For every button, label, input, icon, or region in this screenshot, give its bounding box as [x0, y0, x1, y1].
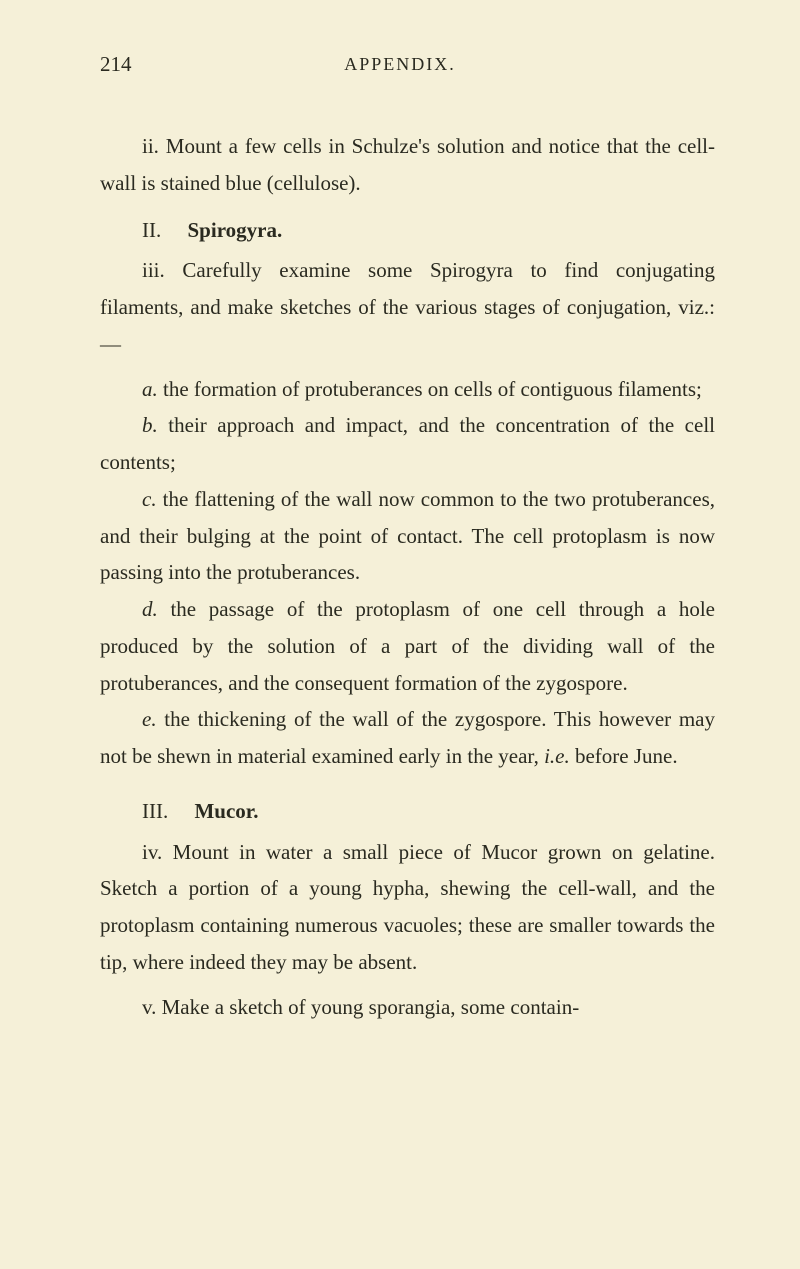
text-d: the passage of the protoplasm of one cel… [100, 597, 715, 695]
text-e-2: before June. [570, 744, 678, 768]
section-3-number: III. [142, 799, 168, 823]
text-a: the formation of protuberances on cells … [158, 377, 702, 401]
section-3-heading: III. Mucor. [100, 793, 715, 830]
text-e-ie: i.e. [544, 744, 570, 768]
paragraph-b: b. their approach and impact, and the co… [100, 407, 715, 481]
paragraph-c: c. the flattening of the wall now common… [100, 481, 715, 591]
paragraph-iv: iv. Mount in water a small piece of Muco… [100, 834, 715, 981]
paragraph-e: e. the thickening of the wall of the zyg… [100, 701, 715, 775]
label-c: c. [142, 487, 157, 511]
paragraph-v: v. Make a sketch of young sporangia, som… [100, 989, 715, 1026]
section-3-title: Mucor. [194, 799, 258, 823]
label-d: d. [142, 597, 158, 621]
header-title: APPENDIX. [0, 54, 800, 75]
text-c: the flattening of the wall now common to… [100, 487, 715, 585]
paragraph-iii: iii. Carefully examine some Spirogyra to… [100, 252, 715, 362]
label-a: a. [142, 377, 158, 401]
section-2-number: II. [142, 218, 161, 242]
label-b: b. [142, 413, 158, 437]
text-b: their approach and impact, and the conce… [100, 413, 715, 474]
section-2-heading: II. Spirogyra. [100, 212, 715, 249]
paragraph-a: a. the formation of protuberances on cel… [100, 371, 715, 408]
page-content: ii. Mount a few cells in Schulze's solut… [100, 128, 715, 1025]
paragraph-ii: ii. Mount a few cells in Schulze's solut… [100, 128, 715, 202]
paragraph-d: d. the passage of the protoplasm of one … [100, 591, 715, 701]
label-e: e. [142, 707, 157, 731]
section-2-title: Spirogyra. [188, 218, 283, 242]
